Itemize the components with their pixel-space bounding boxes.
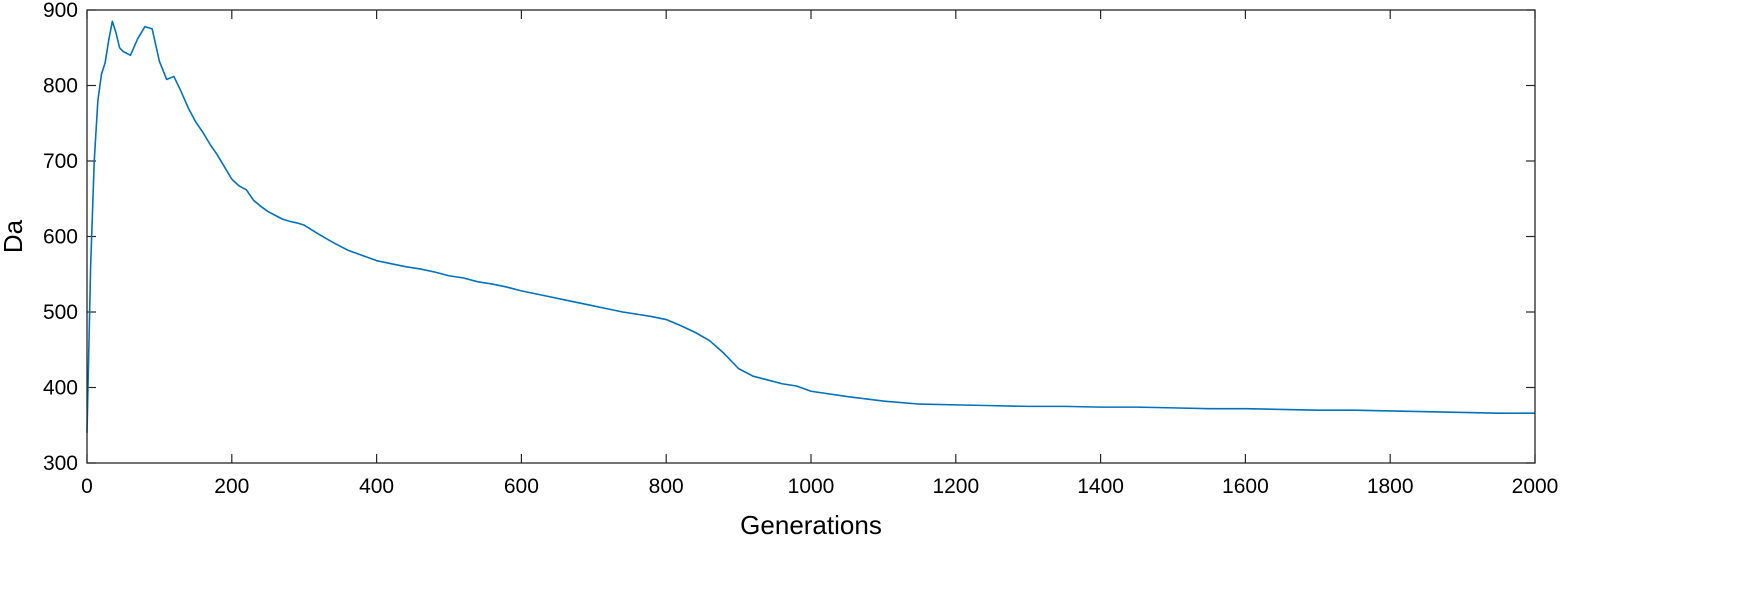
x-tick-label: 400 [359, 475, 394, 498]
x-tick-label: 0 [81, 475, 93, 498]
labels-layer: 0 200 400 600 800 1000 1200 1400 1600 1800 2000 300… [43, 0, 1558, 498]
x-tick-label: 1400 [1077, 475, 1124, 498]
x-tick-label: 1200 [932, 475, 979, 498]
ticks-layer [86, 9, 1536, 464]
y-tick-label: 600 [43, 226, 78, 249]
x-tick-label: 2000 [1512, 475, 1559, 498]
series-line-0 [86, 20, 1535, 433]
x-axis-title: Generations [740, 510, 882, 540]
plot-area-frame [86, 9, 1536, 464]
y-tick-label: 300 [43, 452, 78, 475]
x-tick-label: 600 [504, 475, 539, 498]
y-tick-label: 800 [43, 75, 78, 98]
y-axis-title: Da [0, 219, 28, 253]
y-tick-label: 500 [43, 301, 78, 324]
y-tick-label: 700 [43, 150, 78, 173]
y-tick-label: 900 [43, 0, 78, 22]
data-layer [86, 20, 1535, 433]
y-tick-label: 400 [43, 377, 78, 400]
x-tick-label: 1600 [1222, 475, 1269, 498]
x-tick-label: 1000 [788, 475, 835, 498]
x-tick-label: 200 [214, 475, 249, 498]
x-tick-label: 1800 [1367, 475, 1414, 498]
x-tick-label: 800 [649, 475, 684, 498]
